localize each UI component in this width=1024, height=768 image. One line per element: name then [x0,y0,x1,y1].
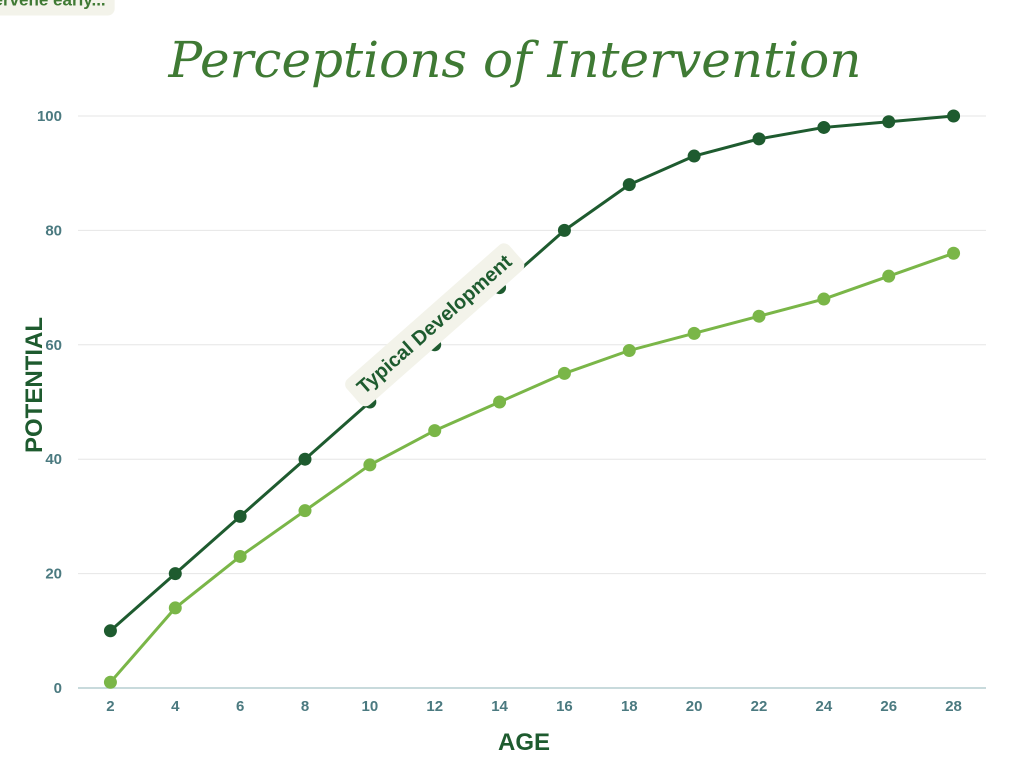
y-tick-label: 40 [45,451,62,468]
grid [78,115,986,575]
x-tick-label: 20 [686,698,703,715]
y-axis-title: POTENTIAL [21,317,48,453]
series-2 [103,246,961,689]
data-point [817,120,831,134]
data-point [557,223,571,237]
data-point [557,366,571,380]
x-tick-label: 6 [236,698,244,715]
x-tick-label: 16 [556,698,573,715]
y-tick-label: 60 [45,337,62,354]
y-tick-label: 20 [45,566,62,583]
data-point [752,309,766,323]
annotation-text: Typical Development [353,251,517,399]
data-point [168,601,182,615]
series-line [109,114,954,632]
series-1 [103,109,961,638]
data-point [233,509,247,523]
data-point [298,452,312,466]
y-tick-label: 0 [54,680,62,697]
y-tick-label: 80 [45,222,62,239]
annotation-label: When we intervene early... [0,0,115,16]
data-point [882,115,896,129]
data-point [103,675,117,689]
x-tick-label: 28 [945,698,962,715]
x-tick-label: 12 [426,698,443,715]
x-tick-label: 24 [816,698,833,715]
data-point [817,292,831,306]
series-line [109,251,955,684]
x-axis-title: AGE [498,729,550,756]
data-point [687,149,701,163]
x-tick-label: 22 [751,698,768,715]
y-tick-label: 100 [37,108,62,125]
annotation-box [345,243,525,407]
x-tick-label: 8 [301,698,309,715]
x-axis: 2 4 6 8 10 12 14 16 18 20 22 24 26 28 [106,698,962,715]
x-tick-label: 2 [106,698,114,715]
data-point [947,246,961,260]
data-point [622,178,636,192]
data-point [103,624,117,638]
data-point [947,109,961,123]
data-point [622,344,636,358]
x-tick-label: 10 [362,698,379,715]
data-point [168,567,182,581]
chart-title: Perceptions of Intervention [168,31,862,89]
series-layer [103,109,961,689]
data-point [687,326,701,340]
x-tick-label: 26 [880,698,897,715]
data-point [882,269,896,283]
y-axis: 0 20 40 60 80 100 [37,108,62,697]
annotation-text: When we intervene early... [0,0,106,10]
data-point [752,132,766,146]
data-point [493,395,507,409]
data-point [363,458,377,472]
x-tick-label: 14 [491,698,508,715]
annotation-box [0,0,115,16]
data-point [298,504,312,518]
data-point [233,549,247,563]
x-tick-label: 4 [171,698,180,715]
data-point [428,424,442,438]
x-tick-label: 18 [621,698,638,715]
annotation-label: Typical Development [345,243,525,407]
